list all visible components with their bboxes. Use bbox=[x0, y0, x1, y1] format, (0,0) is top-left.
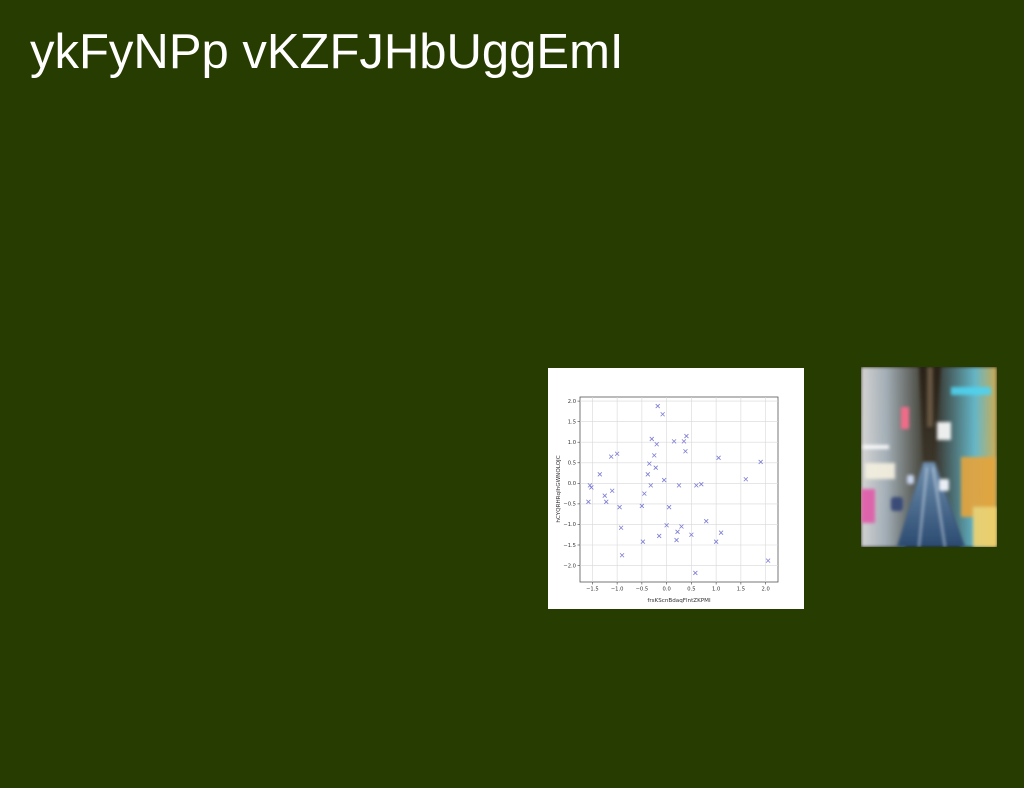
page-title: ykFyNPp vKZFJHbUggEmI bbox=[30, 25, 624, 79]
scatter-point bbox=[609, 488, 615, 494]
scatter-point bbox=[718, 530, 724, 535]
scatter-point bbox=[654, 441, 660, 447]
x-axis-label: frsKScnBdaqFlntZKPMI bbox=[647, 598, 711, 604]
plot-area bbox=[579, 396, 779, 583]
grid-lines bbox=[580, 397, 778, 582]
scatter-point bbox=[681, 439, 687, 444]
scatter-point bbox=[618, 525, 624, 531]
scatter-point bbox=[683, 448, 688, 454]
y-tick-label: 2.0 bbox=[568, 399, 576, 405]
scatter-point bbox=[645, 472, 651, 477]
scatter-point bbox=[679, 524, 684, 529]
x-tick-label: −1.5 bbox=[586, 587, 599, 593]
scatter-point bbox=[651, 453, 657, 458]
scatter-point bbox=[589, 485, 594, 490]
scatter-point bbox=[602, 493, 608, 498]
scatter-point bbox=[684, 433, 689, 439]
scatter-point bbox=[608, 454, 614, 459]
scatter-point bbox=[660, 411, 665, 417]
scatter-point bbox=[597, 472, 603, 477]
scatter-point bbox=[765, 558, 771, 563]
y-tick-label: −0.5 bbox=[563, 502, 576, 508]
y-tick-label: 0.0 bbox=[568, 481, 576, 487]
x-tick-label: 0.0 bbox=[663, 587, 671, 593]
scatter-point bbox=[648, 483, 654, 488]
x-tick-label: 1.5 bbox=[737, 587, 745, 593]
scatter-chart-canvas: −1.5 −1.0 −0.5 0.0 0.5 1.0 1.5 2.0 −2.0 −1.5 −1.0 −… bbox=[556, 396, 779, 604]
scatter-point bbox=[664, 522, 669, 528]
scatter-point bbox=[642, 491, 647, 496]
x-tick-label: 0.5 bbox=[687, 587, 695, 593]
y-tick-label: 0.5 bbox=[568, 461, 576, 467]
scatter-point bbox=[603, 499, 609, 505]
scatter-point bbox=[698, 481, 704, 487]
data-points bbox=[586, 403, 771, 576]
city-street-motion-blur-photo-icon bbox=[861, 367, 997, 547]
scatter-point bbox=[671, 439, 677, 444]
scatter-point bbox=[655, 403, 660, 409]
y-tick-label: −1.0 bbox=[563, 522, 576, 528]
scatter-point bbox=[713, 539, 719, 544]
scatter-point bbox=[647, 461, 652, 466]
scatter-point bbox=[743, 476, 749, 482]
city-street-photo bbox=[861, 367, 997, 547]
scatter-point bbox=[617, 504, 622, 510]
x-tick-label: −1.0 bbox=[611, 587, 624, 593]
scatter-point bbox=[676, 483, 682, 488]
scatter-point bbox=[653, 465, 659, 470]
x-tick-label: −0.5 bbox=[636, 587, 649, 593]
scatter-point bbox=[586, 499, 591, 505]
scatter-point bbox=[661, 477, 667, 483]
scatter-point bbox=[666, 504, 672, 510]
scatter-point bbox=[587, 483, 593, 488]
scatter-point bbox=[675, 529, 680, 535]
scatter-point bbox=[649, 436, 655, 442]
scatter-point bbox=[689, 532, 694, 538]
scatter-point bbox=[639, 503, 645, 509]
y-axis-label: hCYQRHRqIhGWNOLOJC bbox=[556, 455, 562, 522]
y-tick-label: 1.5 bbox=[568, 419, 576, 425]
y-tick-label: −2.0 bbox=[563, 563, 576, 569]
axis-ticks: −1.5 −1.0 −0.5 0.0 0.5 1.0 1.5 2.0 −2.0 −1.5 −1.0 −… bbox=[563, 399, 769, 593]
scatter-point bbox=[716, 455, 721, 461]
x-tick-label: 1.0 bbox=[712, 587, 720, 593]
scatter-chart: −1.5 −1.0 −0.5 0.0 0.5 1.0 1.5 2.0 −2.0 −1.5 −1.0 −… bbox=[548, 368, 804, 609]
y-tick-label: 1.0 bbox=[568, 440, 576, 446]
scatter-point bbox=[619, 552, 625, 558]
scatter-point bbox=[703, 518, 709, 524]
y-tick-label: −1.5 bbox=[563, 543, 576, 549]
scatter-point bbox=[694, 483, 699, 488]
scatter-point bbox=[674, 537, 679, 543]
scatter-point bbox=[640, 539, 646, 544]
scatter-point bbox=[656, 533, 662, 539]
scatter-point bbox=[758, 459, 763, 465]
scatter-point bbox=[693, 570, 698, 576]
x-tick-label: 2.0 bbox=[762, 587, 770, 593]
scatter-point bbox=[614, 451, 620, 457]
